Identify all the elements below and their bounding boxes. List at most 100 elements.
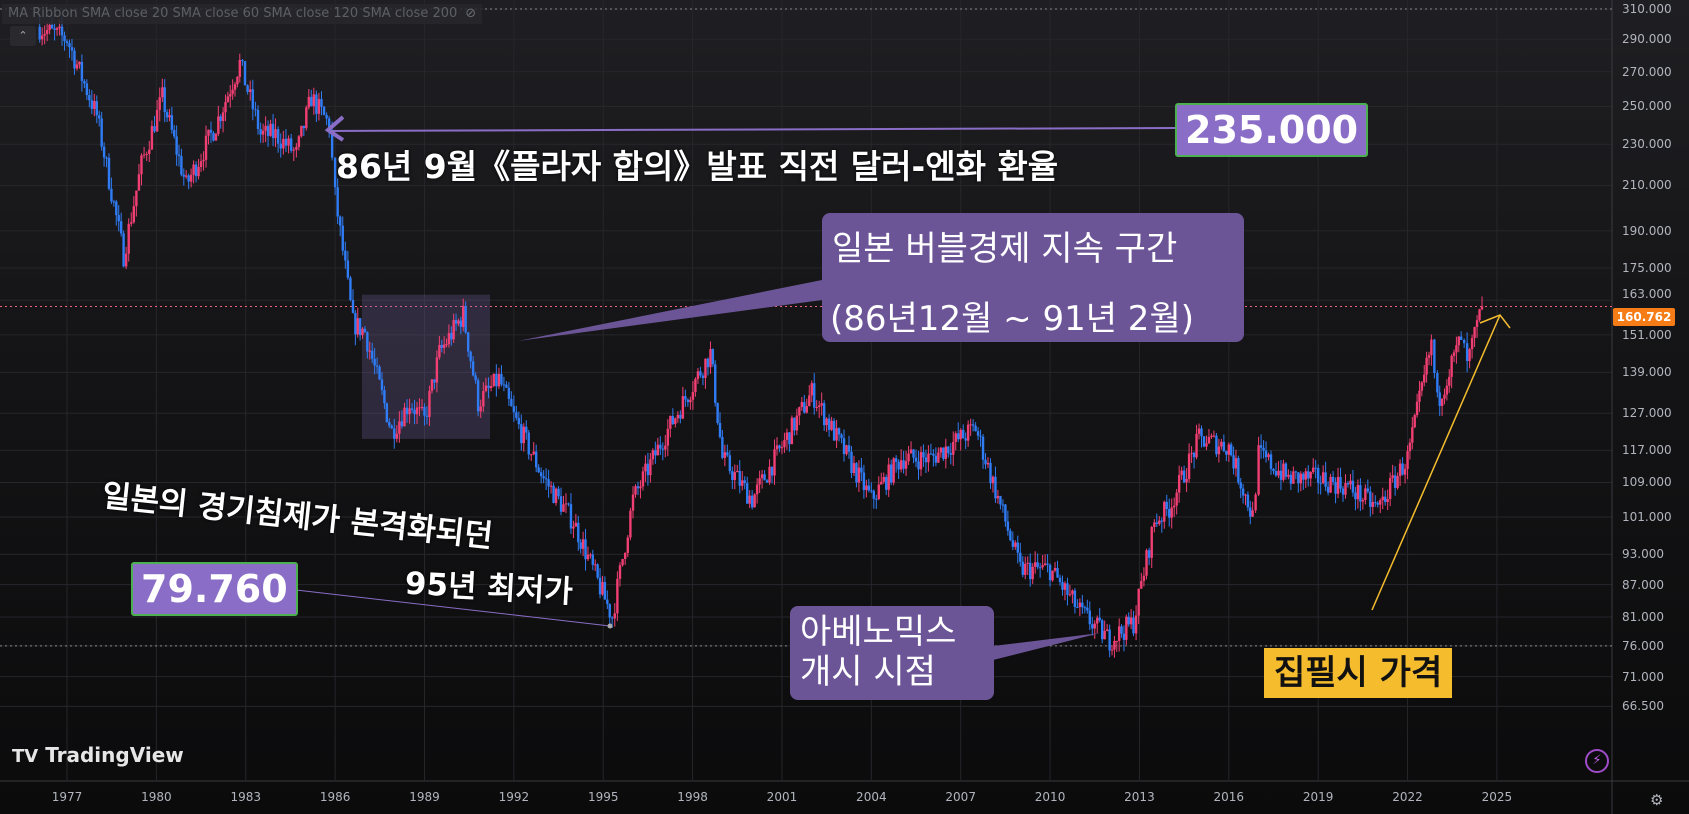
- low-price-label[interactable]: 79.760: [131, 562, 298, 616]
- candle-body: [395, 433, 399, 439]
- candle-body: [276, 129, 280, 144]
- candle-body: [1297, 472, 1300, 484]
- candle-body: [870, 490, 873, 492]
- candle-body: [1182, 470, 1186, 483]
- candle-body: [706, 358, 710, 368]
- collapse-legend-button[interactable]: ⌃: [10, 26, 36, 46]
- candle-body: [1021, 561, 1024, 575]
- candle-body: [947, 446, 950, 454]
- abenomics-line2: 개시 시점: [800, 652, 936, 692]
- candle-body: [487, 385, 490, 388]
- candle-body: [942, 447, 945, 459]
- candle-body: [788, 432, 791, 445]
- candle-body: [1063, 583, 1067, 590]
- candle-body: [646, 463, 650, 476]
- candle-body: [547, 479, 550, 487]
- candle-body: [1277, 470, 1280, 476]
- candle-body: [1462, 339, 1466, 344]
- candle-body: [199, 161, 203, 168]
- candle-body: [1443, 394, 1446, 399]
- candle-body: [1384, 496, 1387, 502]
- bubble-callout[interactable]: 일본 버블경제 지속 구간 (86년12월 ~ 91년 2월): [822, 213, 1244, 342]
- candle-body: [1061, 582, 1064, 590]
- tradingview-logo[interactable]: 𝗧𝗩 TradingView: [12, 743, 184, 767]
- indicator-legend[interactable]: MA Ribbon SMA close 20 SMA close 60 SMA …: [2, 4, 483, 24]
- candle-body: [150, 126, 154, 150]
- candle-body: [634, 486, 637, 495]
- candle-body: [691, 391, 695, 400]
- candle-body: [1038, 567, 1042, 569]
- candle-body: [1217, 446, 1221, 455]
- candle-body: [1140, 580, 1143, 589]
- plaza-price-label[interactable]: 235.000: [1175, 103, 1369, 157]
- candle-body: [497, 373, 501, 387]
- candle-body: [549, 485, 553, 487]
- candle-body: [90, 100, 94, 109]
- candle-body: [755, 484, 759, 495]
- abenomics-callout[interactable]: 아베노믹스 개시 시점: [790, 606, 994, 700]
- lightning-icon[interactable]: ⚡: [1585, 749, 1609, 773]
- candle-body: [137, 174, 141, 191]
- current-price-label[interactable]: 집필시 가격: [1264, 648, 1453, 698]
- eye-off-icon[interactable]: ⊘: [465, 6, 477, 21]
- candle-body: [904, 461, 908, 469]
- candle-body: [704, 358, 707, 379]
- candle-body: [681, 396, 685, 419]
- candle-body: [783, 439, 786, 448]
- x-tick-label: 2025: [1481, 790, 1513, 804]
- candle-body: [1356, 485, 1360, 500]
- candle-body: [73, 50, 76, 69]
- candle-body: [413, 409, 416, 415]
- candle-body: [43, 33, 46, 36]
- candle-body: [238, 59, 241, 77]
- candle-body: [45, 30, 49, 34]
- candle-body: [594, 564, 597, 566]
- candle-body: [1160, 520, 1163, 522]
- candle-body: [1177, 475, 1181, 493]
- candle-body: [608, 604, 611, 618]
- candle-body: [1411, 427, 1414, 443]
- candle-body: [287, 138, 290, 146]
- candle-body: [1324, 472, 1327, 487]
- y-tick-label: 250.000: [1622, 99, 1672, 114]
- recession-line2[interactable]: 95년 최저가: [403, 565, 574, 611]
- candle-body: [932, 453, 935, 456]
- candle-body: [875, 498, 878, 500]
- candle-body: [1468, 349, 1471, 361]
- candle-body: [408, 408, 411, 415]
- abenomics-line1: 아베노믹스: [800, 612, 957, 652]
- candle-body: [1220, 441, 1223, 447]
- candle-body: [1272, 468, 1275, 472]
- candle-body: [302, 125, 306, 129]
- candle-body: [1274, 471, 1278, 476]
- current-price-arrow-icon: [1479, 314, 1511, 329]
- candle-body: [537, 467, 540, 473]
- candle-body: [760, 474, 764, 479]
- candle-body: [1292, 471, 1295, 484]
- candle-body: [300, 125, 303, 137]
- candle-body: [307, 96, 310, 108]
- candle-body: [664, 445, 667, 450]
- candle-body: [728, 455, 732, 472]
- candle-body: [289, 138, 293, 151]
- candle-body: [1212, 435, 1216, 437]
- candle-body: [385, 403, 389, 422]
- candle-body: [219, 116, 222, 121]
- candle-body: [405, 407, 409, 415]
- candle-body: [894, 458, 898, 462]
- candle-body: [1125, 616, 1128, 640]
- candle-body: [666, 428, 670, 446]
- candle-body: [644, 463, 647, 472]
- candle-body: [1147, 550, 1151, 558]
- candle-body: [1418, 390, 1421, 402]
- candle-body: [1205, 443, 1208, 447]
- candle-body: [476, 380, 480, 412]
- candle-body: [264, 125, 267, 131]
- candle-body: [1381, 496, 1384, 501]
- plaza-text[interactable]: 86년 9월《플라자 합의》발표 직전 달러-엔화 환율: [336, 147, 1059, 186]
- candle-body: [398, 421, 401, 434]
- settings-icon[interactable]: ⚙: [1650, 791, 1664, 809]
- candle-body: [696, 371, 700, 379]
- candle-body: [1433, 339, 1436, 373]
